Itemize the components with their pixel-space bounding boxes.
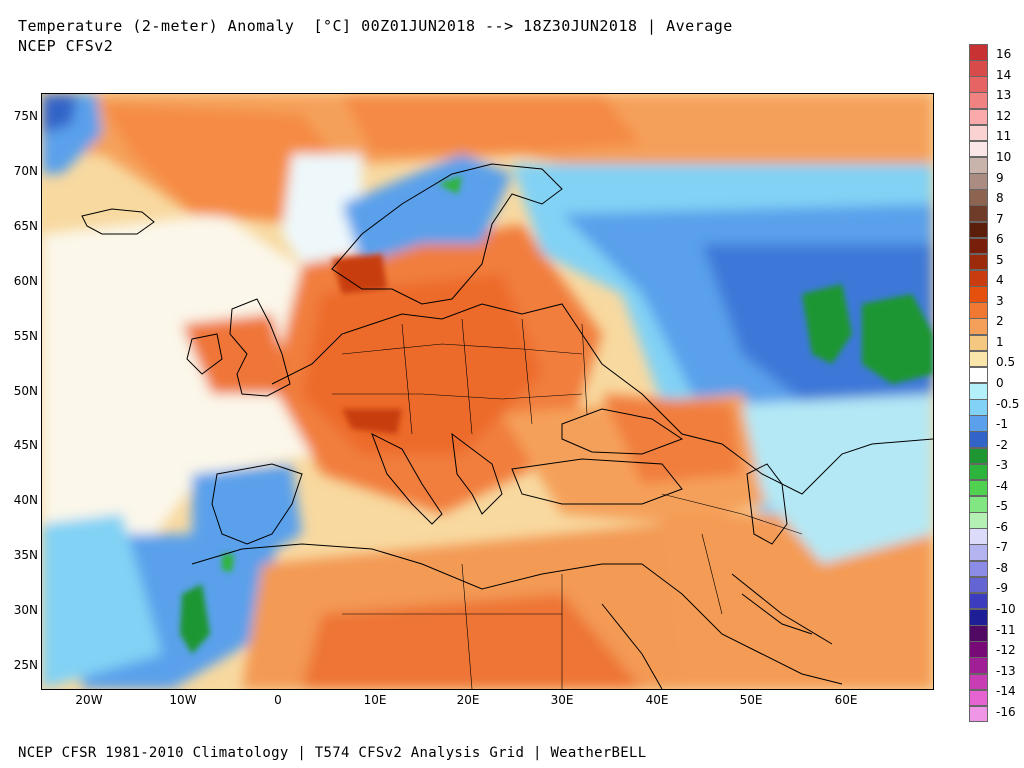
colorbar-label: -5 xyxy=(996,499,1008,514)
colorbar-swatch xyxy=(969,221,988,239)
colorbar-swatch xyxy=(969,576,988,594)
colorbar-swatch xyxy=(969,334,988,352)
colorbar-swatch xyxy=(969,318,988,336)
colorbar-label: 16 xyxy=(996,47,1012,62)
colorbar-label: 13 xyxy=(996,88,1012,103)
lat-label-60n: 60N xyxy=(13,274,38,288)
colorbar-swatch xyxy=(969,173,988,190)
colorbar-swatch xyxy=(969,479,988,497)
lon-label-60e: 60E xyxy=(834,693,858,707)
colorbar-label: -16 xyxy=(996,704,1016,719)
colorbar-swatch xyxy=(969,60,988,77)
lon-label-0: 0 xyxy=(274,693,282,707)
colorbar-swatch xyxy=(969,415,988,432)
colorbar-label: 9 xyxy=(996,170,1004,185)
colorbar-label: -0.5 xyxy=(996,396,1020,411)
colorbar-swatch xyxy=(969,124,988,142)
lat-label-55n: 55N xyxy=(13,329,38,343)
colorbar-swatch xyxy=(969,447,988,465)
lon-label-20w: 20W xyxy=(75,693,103,707)
colorbar-swatch xyxy=(969,431,988,449)
colorbar-swatch xyxy=(969,641,988,658)
colorbar-swatch xyxy=(969,528,988,545)
colorbar-label: 4 xyxy=(996,273,1004,288)
colorbar-label: 7 xyxy=(996,211,1004,226)
colorbar-label: 11 xyxy=(996,129,1012,144)
colorbar-swatch xyxy=(969,286,988,303)
colorbar-swatch xyxy=(969,705,988,723)
lon-label-40e: 40E xyxy=(645,693,669,707)
colorbar-label: -14 xyxy=(996,684,1016,699)
colorbar-swatch xyxy=(969,560,988,578)
map-title: Temperature (2-meter) Anomaly [°C] 00Z01… xyxy=(18,17,733,35)
lon-label-10w: 10W xyxy=(169,693,197,707)
colorbar-swatch xyxy=(969,157,988,174)
colorbar-swatch xyxy=(969,544,988,562)
colorbar-label: 6 xyxy=(996,232,1004,247)
colorbar-swatch xyxy=(969,350,988,368)
colorbar-label: -8 xyxy=(996,560,1008,575)
colorbar-swatch xyxy=(969,689,988,707)
colorbar-swatch xyxy=(969,609,988,626)
colorbar-label: 0.5 xyxy=(996,355,1016,370)
colorbar-label: -11 xyxy=(996,622,1016,637)
lat-label-45n: 45N xyxy=(13,438,38,452)
colorbar-label: 10 xyxy=(996,150,1012,164)
colorbar-swatch xyxy=(969,512,988,529)
colorbar-swatch xyxy=(969,92,988,110)
lat-label-75n: 75N xyxy=(13,109,38,123)
colorbar-swatch xyxy=(969,592,988,610)
lon-label-20e: 20E xyxy=(456,693,480,707)
lat-label-30n: 30N xyxy=(13,603,38,617)
colorbar-swatch xyxy=(969,189,988,206)
colorbar-label: -4 xyxy=(996,478,1008,493)
anomaly-map xyxy=(41,93,934,690)
lat-label-25n: 25N xyxy=(13,658,38,672)
colorbar-swatch xyxy=(969,253,988,271)
colorbar-swatch xyxy=(969,383,988,400)
colorbar-label: 5 xyxy=(996,252,1004,267)
colorbar-swatch xyxy=(969,496,988,513)
colorbar-swatch xyxy=(969,399,988,416)
colorbar-swatch xyxy=(969,625,988,642)
lon-label-10e: 10E xyxy=(363,693,387,707)
colorbar-swatch xyxy=(969,140,988,158)
colorbar-label: 12 xyxy=(996,108,1012,123)
colorbar-label: -3 xyxy=(996,458,1008,473)
colorbar-label: -10 xyxy=(996,602,1016,616)
lat-label-50n: 50N xyxy=(13,384,38,398)
lon-label-50e: 50E xyxy=(739,693,763,707)
footer-credits: NCEP CFSR 1981-2010 Climatology | T574 C… xyxy=(18,745,647,761)
colorbar-swatch xyxy=(969,270,988,287)
lat-label-65n: 65N xyxy=(13,219,38,233)
colorbar-swatch xyxy=(969,463,988,481)
colorbar-label: 1 xyxy=(996,334,1004,349)
colorbar-label: 14 xyxy=(996,67,1012,82)
colorbar-label: -2 xyxy=(996,437,1008,452)
map-subtitle: NCEP CFSv2 xyxy=(18,37,114,55)
colorbar-swatch xyxy=(969,657,988,675)
colorbar-label: 8 xyxy=(996,191,1004,206)
colorbar-label: -13 xyxy=(996,663,1016,678)
colorbar-swatch xyxy=(969,108,988,126)
colorbar-swatch xyxy=(969,302,988,319)
colorbar-swatch xyxy=(969,76,988,93)
colorbar-swatch xyxy=(969,366,988,384)
colorbar-label: 2 xyxy=(996,314,1004,329)
colorbar-label: -1 xyxy=(996,417,1008,432)
lat-label-40n: 40N xyxy=(13,493,38,507)
colorbar-swatch xyxy=(969,205,988,223)
colorbar-label: -6 xyxy=(996,519,1008,534)
lon-label-30e: 30E xyxy=(550,693,574,707)
colorbar-label: 0 xyxy=(996,376,1004,390)
colorbar-label: 3 xyxy=(996,293,1004,308)
colorbar-label: -12 xyxy=(996,643,1016,658)
lat-label-70n: 70N xyxy=(13,164,38,178)
colorbar-label: -9 xyxy=(996,581,1008,596)
colorbar-swatch xyxy=(969,237,988,255)
colorbar-swatch xyxy=(969,44,988,61)
colorbar-swatch xyxy=(969,673,988,691)
lat-label-35n: 35N xyxy=(13,548,38,562)
colorbar-label: -7 xyxy=(996,540,1008,555)
